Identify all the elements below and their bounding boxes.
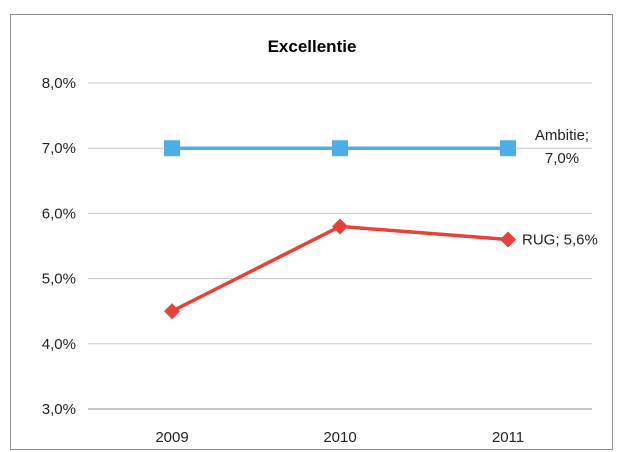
data-point — [332, 218, 348, 235]
data-labels: Ambitie; 7,0% RUG; 5,6% — [522, 127, 598, 248]
chart-title: Excellentie — [268, 37, 357, 56]
data-point — [164, 140, 180, 157]
series-line-rug — [171, 224, 509, 313]
data-point — [332, 140, 348, 157]
data-point — [500, 231, 516, 248]
y-tick-label: 7,0% — [42, 140, 76, 157]
data-point — [500, 140, 516, 157]
y-tick-label: 6,0% — [42, 205, 76, 222]
gridlines — [88, 82, 592, 410]
x-tick-label: 2011 — [492, 429, 524, 446]
data-point — [164, 303, 180, 320]
series-group — [164, 140, 516, 320]
x-tick-label: 2010 — [323, 429, 356, 446]
y-tick-label: 5,0% — [42, 271, 76, 288]
y-tick-label: 8,0% — [42, 75, 76, 92]
x-axis-ticks: 2009 2010 2011 — [155, 429, 524, 446]
y-axis-ticks: 3,0% 4,0% 5,0% 6,0% 7,0% 8,0% — [42, 75, 76, 418]
y-tick-label: 3,0% — [42, 401, 76, 418]
chart-frame — [10, 14, 613, 450]
data-label: RUG; 5,6% — [522, 231, 598, 248]
y-tick-label: 4,0% — [42, 336, 76, 353]
x-tick-label: 2009 — [155, 429, 188, 446]
data-label-line2: 7,0% — [545, 150, 579, 167]
data-label-line1: Ambitie; — [535, 127, 589, 144]
